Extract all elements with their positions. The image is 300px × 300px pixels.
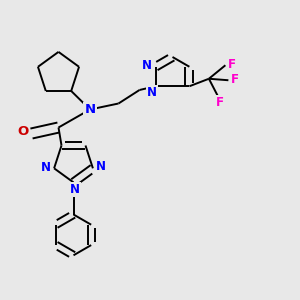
Text: N: N [70,183,80,196]
Text: N: N [96,160,106,173]
Text: F: F [231,74,239,86]
Text: N: N [84,103,96,116]
Text: N: N [147,86,157,99]
Text: O: O [18,125,29,139]
Text: N: N [142,59,152,72]
Text: N: N [41,161,51,174]
Text: F: F [215,96,223,109]
Text: F: F [228,58,236,71]
